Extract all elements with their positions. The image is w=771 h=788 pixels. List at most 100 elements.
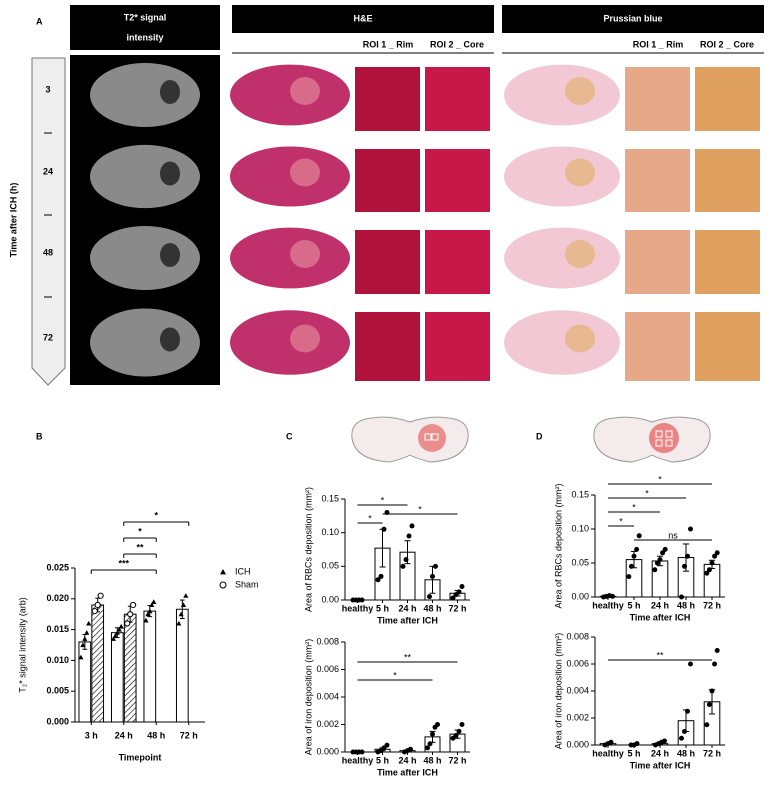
data-point — [662, 546, 668, 552]
data-point — [112, 633, 118, 638]
data-point — [403, 557, 409, 563]
timepoint: 24 — [43, 166, 53, 176]
legend-label: Sham — [235, 579, 259, 589]
brain-icon — [351, 416, 711, 463]
y-tick-label: 0.008 — [316, 636, 339, 646]
pb-slice — [504, 146, 620, 207]
y-tick-label: 0.05 — [571, 557, 589, 567]
significance-label: ns — [668, 530, 678, 540]
y-axis-label: Area of RBCs deposition (mm²) — [553, 483, 563, 608]
data-point — [384, 742, 390, 748]
x-tick-label: 48 h — [677, 600, 695, 610]
data-point — [631, 553, 637, 559]
data-point — [662, 738, 667, 744]
y-tick-label: 0.005 — [46, 686, 69, 696]
significance-label: * — [368, 513, 372, 523]
data-point — [381, 526, 387, 532]
panel-label: B — [36, 431, 43, 441]
significance-label: ** — [404, 652, 412, 662]
data-point — [408, 746, 413, 752]
he-roi — [355, 312, 420, 381]
x-tick-label: 48 h — [423, 603, 441, 613]
x-tick-label: 5 h — [376, 755, 389, 765]
roi-label: ROI 1 _ Rim — [363, 39, 414, 49]
data-point — [459, 584, 465, 590]
x-tick-label: 72 h — [703, 748, 721, 758]
bar — [78, 641, 92, 723]
x-tick-label: 5 h — [376, 603, 389, 613]
roi-label: ROI 1 _ Rim — [633, 39, 684, 49]
data-point — [706, 567, 712, 573]
significance-label: * — [393, 670, 397, 680]
data-point — [116, 627, 122, 632]
panel-label: C — [286, 431, 293, 441]
x-tick-label: 5 h — [627, 600, 640, 610]
timepoint: 48 — [43, 247, 53, 257]
pb-slice — [504, 227, 620, 289]
he-roi — [425, 312, 490, 381]
data-point — [143, 617, 149, 623]
data-point — [430, 573, 435, 579]
he-slice — [230, 310, 350, 375]
x-tick-label: 24 h — [115, 730, 133, 740]
x-tick-label: 48 h — [677, 748, 695, 758]
bar — [110, 632, 124, 723]
data-point — [608, 739, 614, 745]
he-slice — [230, 227, 350, 289]
data-point — [652, 567, 658, 573]
pb-lesion — [565, 77, 595, 105]
he-roi — [425, 67, 490, 131]
y-tick-label: 0.15 — [571, 489, 589, 499]
mri-slice — [90, 144, 200, 209]
data-point — [654, 560, 660, 566]
data-point — [657, 557, 663, 563]
significance-label: *** — [118, 558, 129, 568]
x-axis-label: Time after ICH — [377, 767, 438, 777]
header: H&E — [353, 13, 372, 23]
data-point — [183, 593, 189, 598]
roi-label: ROI 2 _ Core — [430, 39, 484, 49]
data-point — [145, 611, 151, 617]
y-tick-label: 0.000 — [566, 739, 589, 749]
pb-roi — [695, 230, 760, 294]
data-point — [425, 745, 430, 751]
data-point — [378, 748, 384, 754]
y-tick-label: 0.10 — [321, 527, 339, 537]
he-roi — [425, 230, 490, 294]
y-axis-label: Area of iron deposition (mm²) — [303, 639, 313, 756]
data-point — [688, 526, 693, 532]
mri-slice — [90, 63, 200, 127]
pb-roi — [625, 67, 690, 131]
data-point — [459, 722, 465, 727]
data-point — [450, 735, 456, 741]
he-lesion — [290, 240, 320, 268]
data-point — [685, 553, 690, 559]
legend-marker — [219, 581, 227, 589]
data-point — [180, 602, 187, 608]
data-point — [147, 608, 153, 614]
time-arrow — [31, 57, 66, 386]
data-point — [712, 553, 718, 559]
y-tick-label: 0.004 — [316, 691, 339, 701]
data-point — [149, 602, 155, 608]
significance-label: * — [154, 510, 158, 520]
x-tick-label: 72 h — [180, 730, 198, 740]
header: intensity — [126, 32, 163, 42]
x-axis-label: Timepoint — [119, 752, 162, 762]
timepoint: 3 — [45, 84, 50, 94]
header-bar — [232, 5, 494, 33]
data-point — [714, 648, 720, 653]
data-point — [634, 546, 640, 552]
data-point — [660, 550, 666, 556]
data-point — [375, 577, 381, 583]
bar — [123, 613, 137, 723]
data-point — [636, 533, 642, 539]
data-point — [400, 563, 406, 569]
data-point — [409, 523, 415, 529]
pb-slice — [504, 64, 620, 126]
pb-lesion — [565, 324, 595, 353]
data-point — [709, 688, 715, 694]
data-point — [124, 620, 131, 627]
bar — [143, 610, 157, 723]
